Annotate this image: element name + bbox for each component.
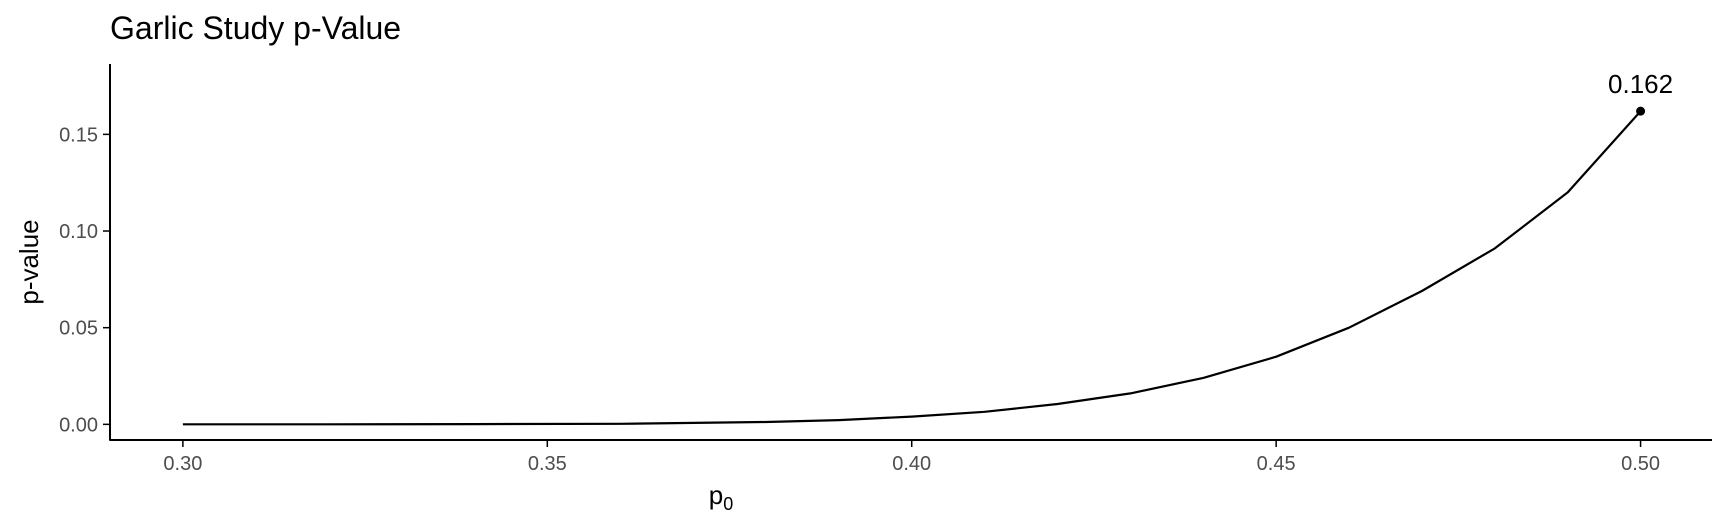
x-tick-label: 0.45	[1257, 453, 1296, 475]
x-tick-label: 0.35	[528, 453, 567, 475]
x-axis-title-subscript: 0	[723, 494, 733, 514]
annotation-point	[1636, 106, 1646, 116]
y-tick-label: 0.00	[59, 414, 98, 436]
y-tick-label: 0.15	[59, 124, 98, 146]
x-tick-label: 0.50	[1621, 453, 1660, 475]
x-tick-label: 0.40	[892, 453, 931, 475]
chart-title: Garlic Study p-Value	[110, 10, 402, 46]
y-tick-label: 0.10	[59, 221, 98, 243]
annotation-label: 0.162	[1608, 69, 1673, 99]
x-axis-title-main: p	[709, 480, 723, 510]
y-tick-label: 0.05	[59, 318, 98, 340]
x-tick-label: 0.30	[163, 453, 202, 475]
x-axis-title: p0	[709, 480, 733, 514]
p-value-curve	[182, 110, 1642, 426]
y-axis-title: p-value	[14, 219, 44, 304]
